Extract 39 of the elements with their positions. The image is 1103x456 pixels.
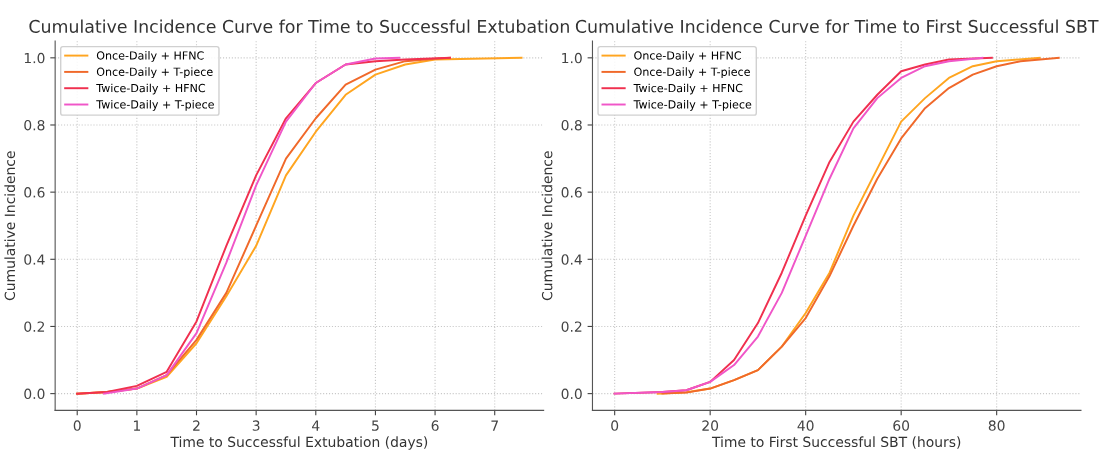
y-tick-label: 0.2 bbox=[561, 321, 582, 332]
x-tick-label: 0 bbox=[611, 420, 619, 431]
legend-label: Twice-Daily + HFNC bbox=[633, 83, 743, 95]
y-tick-label: 0.0 bbox=[24, 388, 45, 400]
legend-label: Once-Daily + HFNC bbox=[634, 51, 742, 62]
y-tick-label: 0.0 bbox=[561, 388, 582, 400]
y-tick-label: 0.8 bbox=[561, 119, 582, 131]
y-tick-label: 0.6 bbox=[561, 187, 582, 198]
x-tick-label: 4 bbox=[312, 420, 320, 431]
x-tick-label: 60 bbox=[893, 420, 910, 431]
y-axis-title: Cumulative Incidence bbox=[4, 151, 16, 301]
legend-label: Once-Daily + T-piece bbox=[96, 67, 213, 79]
x-tick-label: 20 bbox=[702, 420, 719, 431]
x-tick-label: 0 bbox=[73, 420, 81, 431]
x-tick-label: 40 bbox=[797, 420, 814, 431]
x-tick-label: 7 bbox=[491, 420, 498, 431]
x-tick-label: 6 bbox=[431, 420, 439, 431]
y-tick-label: 0.4 bbox=[561, 254, 582, 265]
legend-label: Once-Daily + HFNC bbox=[96, 51, 204, 62]
legend-label: Twice-Daily + T-piece bbox=[96, 99, 214, 111]
chart-title: Cumulative Incidence Curve for Time to Successful Extubation bbox=[29, 19, 569, 33]
x-tick-label: 3 bbox=[252, 420, 260, 431]
x-tick-label: 1 bbox=[133, 420, 140, 431]
y-tick-label: 0.6 bbox=[24, 187, 45, 198]
y-axis-title: Cumulative Incidence bbox=[541, 151, 553, 301]
y-tick-label: 0.4 bbox=[24, 254, 45, 265]
x-tick-label: 80 bbox=[988, 420, 1005, 431]
x-tick-label: 5 bbox=[372, 420, 379, 431]
x-axis-title: Time to First Successful SBT (hours) bbox=[711, 436, 961, 449]
legend-label: Twice-Daily + HFNC bbox=[96, 83, 206, 95]
y-tick-label: 0.2 bbox=[24, 321, 45, 332]
legend-label: Once-Daily + T-piece bbox=[634, 67, 750, 79]
y-tick-label: 1.0 bbox=[24, 52, 45, 64]
x-tick-label: 2 bbox=[193, 420, 200, 431]
y-tick-label: 0.8 bbox=[24, 119, 45, 131]
legend-label: Twice-Daily + T-piece bbox=[633, 99, 752, 111]
y-tick-label: 1.0 bbox=[562, 52, 582, 64]
chart-title: Cumulative Incidence Curve for Time to First Successful SBT bbox=[575, 19, 1099, 33]
x-axis-title: Time to Successful Extubation (days) bbox=[170, 436, 428, 450]
